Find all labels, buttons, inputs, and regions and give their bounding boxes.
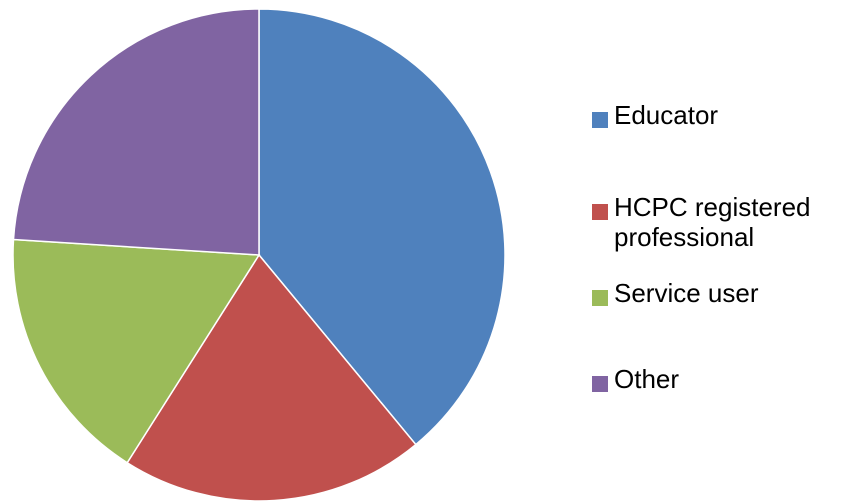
legend-label-hcpc: HCPC registered professional bbox=[614, 192, 811, 252]
legend-item-hcpc: HCPC registered professional bbox=[592, 192, 860, 252]
legend-item-educator: Educator bbox=[592, 100, 860, 130]
legend-label-other: Other bbox=[614, 364, 680, 394]
pie-plot bbox=[12, 8, 506, 502]
legend-label-educator: Educator bbox=[614, 100, 719, 130]
legend-swatch-service-user bbox=[592, 290, 608, 306]
legend-label-service-user: Service user bbox=[614, 278, 759, 308]
legend-swatch-hcpc bbox=[592, 204, 608, 220]
pie-slice-educator bbox=[258, 8, 506, 446]
legend-swatch-educator bbox=[592, 112, 608, 128]
pie-slice-hcpc bbox=[126, 253, 417, 502]
pie-slice-other bbox=[12, 8, 260, 256]
pie-slice-service-user bbox=[12, 238, 261, 464]
legend-item-other: Other bbox=[592, 364, 860, 394]
legend-item-service-user: Service user bbox=[592, 278, 860, 308]
legend-swatch-other bbox=[592, 376, 608, 392]
